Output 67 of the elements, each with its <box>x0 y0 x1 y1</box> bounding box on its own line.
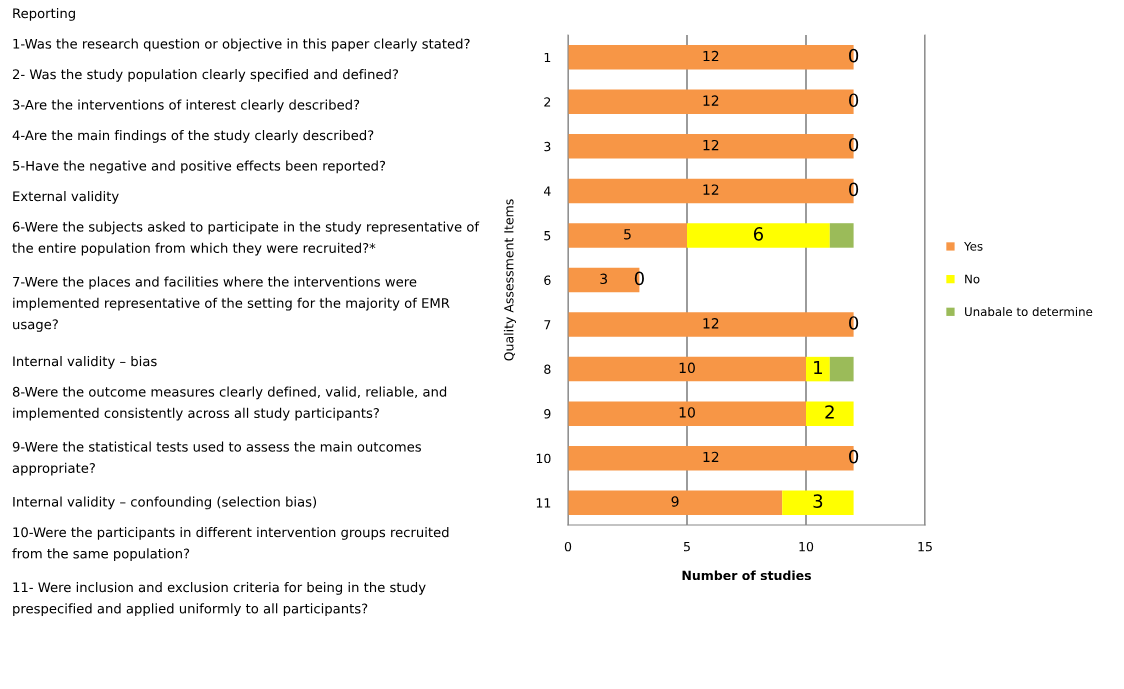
y-tick-label: 7 <box>544 320 551 330</box>
data-label: 3 <box>813 494 823 508</box>
x-tick-label: 15 <box>918 542 932 552</box>
legend-label: Unabale to determine <box>965 306 1093 317</box>
text: 2- Was the study population clearly specified and defined? <box>12 69 399 82</box>
text: 3-Are the interventions of interest clearly described? <box>13 99 360 113</box>
text: 10-Were the participants in different intervention groups recruited from the same population? <box>12 527 449 562</box>
x-tick-label: 5 <box>683 542 690 552</box>
data-label: 10 <box>679 407 695 418</box>
y-tick-label: 9 <box>544 409 551 419</box>
text: External validity <box>13 191 119 204</box>
data-label: 12 <box>703 451 719 463</box>
text: 9-Were the statistical tests used to assess the main outcomes appropriate? <box>12 441 421 476</box>
bar <box>782 490 854 515</box>
data-label: 9 <box>671 496 679 507</box>
y-tick-label: 11 <box>536 498 551 508</box>
legend-label: No <box>965 274 980 284</box>
text: 5-Have the negative and positive effects been reported? <box>13 160 386 174</box>
data-label: 3 <box>600 273 608 285</box>
bar <box>568 401 806 426</box>
data-label: 0 <box>849 137 859 152</box>
y-tick-label: 3 <box>544 141 551 152</box>
text: 6-Were the subjects asked to participate in the study representative of the entire population from which they were recruited?* <box>12 221 480 256</box>
bar <box>687 223 830 248</box>
text: Internal validity – confounding (selection bias) <box>13 496 317 510</box>
y-tick-label: 4 <box>543 186 551 196</box>
data-label: 12 <box>703 318 719 329</box>
legend-label: Yes <box>964 241 983 251</box>
data-label: 12 <box>703 50 719 62</box>
text: 8-Were the outcome measures clearly defined, valid, reliable, and implemented consistently across all study participants? <box>12 386 447 421</box>
x-tick-label: 0 <box>564 541 572 552</box>
bar <box>568 223 687 248</box>
text: Internal validity – bias <box>13 356 157 369</box>
text: 1-Was the research question or objective in this paper clearly stated? <box>13 38 470 52</box>
text: 4-Are the main findings of the study clearly described? <box>12 130 374 143</box>
data-label: 0 <box>849 48 859 63</box>
y-tick-label: 10 <box>536 453 551 464</box>
bar <box>829 356 854 382</box>
x-axis-title: Number of studies <box>682 570 811 581</box>
y-tick-label: 1 <box>544 52 551 63</box>
data-label: 12 <box>703 95 719 106</box>
data-label: 0 <box>849 316 859 330</box>
data-label: 1 <box>814 360 822 375</box>
data-label: 10 <box>679 362 695 374</box>
data-label: 5 <box>624 229 631 240</box>
text: Reporting <box>13 8 75 21</box>
data-label: 0 <box>849 93 859 108</box>
bar <box>806 356 830 382</box>
y-tick-label: 2 <box>544 97 551 107</box>
bar <box>568 356 806 382</box>
y-tick-label: 8 <box>544 364 551 375</box>
y-tick-label: 5 <box>544 231 551 241</box>
data-label: 0 <box>849 182 859 197</box>
data-label: 6 <box>753 227 764 241</box>
data-label: 12 <box>703 184 719 195</box>
data-label: 12 <box>703 139 719 151</box>
data-label: 0 <box>634 271 644 286</box>
bar <box>806 401 854 426</box>
x-tick-label: 10 <box>799 541 814 552</box>
y-axis-title: Quality Assessment Items <box>503 199 516 361</box>
bar <box>829 223 854 248</box>
text: 7-Were the places and facilities where the interventions were implemented representative of the setting for the majority of EMR usage? <box>13 276 450 332</box>
y-tick-label: 6 <box>544 275 551 285</box>
data-label: 0 <box>849 449 859 464</box>
bar <box>568 490 783 515</box>
text: 11- Were inclusion and exclusion criteria for being in the study prespecified and applied uniformly to all participants? <box>13 582 426 617</box>
data-label: 2 <box>825 405 834 419</box>
